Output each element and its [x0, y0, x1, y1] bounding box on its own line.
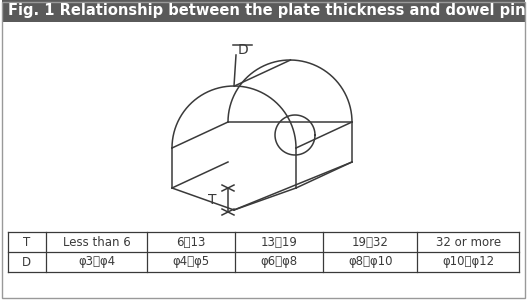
Text: Fig. 1 Relationship between the plate thickness and dowel pin: Fig. 1 Relationship between the plate th… — [8, 4, 525, 19]
Text: 13～19: 13～19 — [260, 236, 297, 248]
Text: T: T — [208, 193, 216, 207]
Text: Less than 6: Less than 6 — [63, 236, 130, 248]
Text: D: D — [238, 43, 249, 57]
Text: 6～13: 6～13 — [177, 236, 206, 248]
Text: φ4、φ5: φ4、φ5 — [172, 256, 210, 268]
Bar — [2, 0, 525, 22]
Text: 19～32: 19～32 — [352, 236, 388, 248]
Text: T: T — [23, 236, 31, 248]
Text: φ10、φ12: φ10、φ12 — [442, 256, 494, 268]
Text: φ3、φ4: φ3、φ4 — [78, 256, 115, 268]
Text: 32 or more: 32 or more — [436, 236, 501, 248]
Text: φ6、φ8: φ6、φ8 — [260, 256, 298, 268]
Text: φ8、φ10: φ8、φ10 — [348, 256, 393, 268]
Text: D: D — [22, 256, 32, 268]
